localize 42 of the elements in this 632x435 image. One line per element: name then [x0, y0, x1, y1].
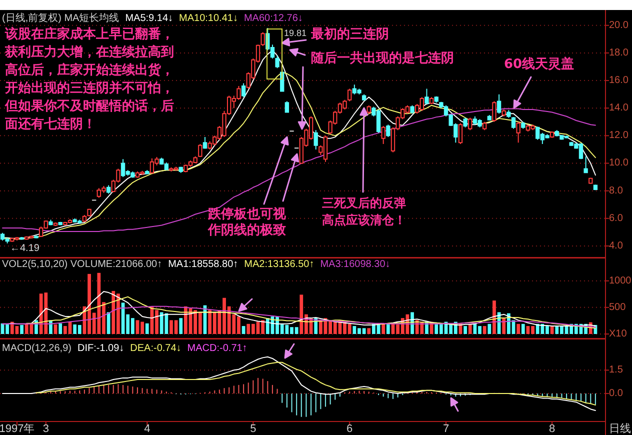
- annotation: 19.81: [284, 28, 307, 38]
- text: MA3:16098.30↓: [320, 259, 390, 270]
- annotation: ←4.19: [10, 243, 40, 254]
- y-tick-label: 10.0: [609, 158, 629, 169]
- y-tick-label: 1.5: [609, 364, 624, 376]
- x-tick-label: 5: [250, 423, 256, 435]
- y-tick-label: 8.0: [609, 185, 624, 196]
- y-tick-label: 4.0: [609, 240, 624, 252]
- y-tick-label: 14.0: [609, 102, 629, 114]
- annotation: 该股在庄家成本上早已翻番，获利压力大增，在连续拉高到高位后，庄家开始连续出货，开始出现的三连阴并不可怕，但如果你不及时醒悟的话，后面还有七连阴！: [5, 26, 175, 134]
- text: MA10:10.41↓: [179, 13, 238, 24]
- text: MA1:18558.80↑: [168, 259, 238, 270]
- y-tick-label: 12.0: [609, 130, 629, 142]
- annotation: MACD:-0.71↑: [187, 343, 248, 354]
- x-axis-title: 日线: [609, 422, 631, 435]
- x-tick-label: 8: [549, 423, 556, 435]
- x-tick-label: 7: [442, 423, 450, 435]
- y-tick-label: 0.0: [609, 388, 624, 400]
- y-tick-label: 20.0: [609, 20, 629, 31]
- annotation: 跌停板也可视作阴线的极致: [208, 207, 287, 238]
- text: MA60:12.76↓: [244, 13, 303, 24]
- annotation: 三死叉后的反弹高点应该清仓！: [322, 195, 407, 228]
- x-tick-label: 6: [346, 423, 353, 435]
- x-tick-label: 4: [144, 423, 150, 435]
- y-tick-label: 18.0: [609, 47, 629, 58]
- text: MA2:13136.50↑: [244, 259, 314, 270]
- y-tick-label: 6.0: [609, 212, 624, 224]
- annotation: 60线天灵盖: [504, 57, 574, 73]
- chart-title: MACD(12,26,9): [2, 343, 72, 354]
- chart-title: VOL2(5,10,20) VOLUME:21066.00↑: [2, 259, 162, 270]
- annotation: 随后一共出现的是七连阴: [311, 51, 454, 67]
- y-tick-label: 1000: [609, 275, 632, 286]
- x-tick-label: 3: [42, 423, 49, 435]
- text: MA5:9.14↓: [125, 13, 174, 24]
- y-tick-label: 500: [609, 302, 626, 313]
- text: DEA:-0.74↓: [130, 343, 182, 354]
- chart-title: (日线,前复权) MA短长均线: [2, 12, 120, 24]
- text: DIF:-1.09↓: [77, 343, 124, 354]
- y-tick-label: 16.0: [609, 75, 629, 86]
- x-tick-label: 1997年: [0, 423, 35, 435]
- annotation: 最初的三连阴: [311, 27, 389, 43]
- y-tick-label: X10: [609, 328, 628, 340]
